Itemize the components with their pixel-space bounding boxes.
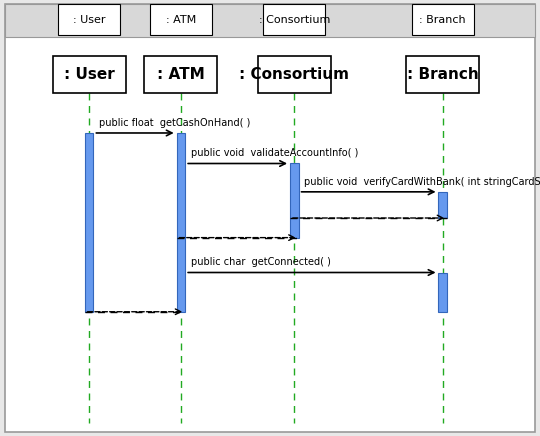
Text: : ATM: : ATM (157, 67, 205, 82)
Bar (150, 4, 212, 35)
Bar (85, 133, 93, 312)
Bar (177, 133, 185, 312)
Text: public void  verifyCardWithBank( int stringCardStrip ): public void verifyCardWithBank( int stri… (304, 177, 540, 187)
Bar (406, 56, 480, 93)
Bar (145, 56, 218, 93)
Text: : Consortium: : Consortium (239, 67, 349, 82)
Text: public void  validateAccountInfo( ): public void validateAccountInfo( ) (191, 148, 358, 158)
Text: : Branch: : Branch (407, 67, 478, 82)
Text: : Consortium: : Consortium (259, 15, 330, 24)
Bar (58, 4, 120, 35)
Text: public float  getCashOnHand( ): public float getCashOnHand( ) (99, 118, 250, 128)
Bar (290, 164, 299, 238)
Text: public char  getConnected( ): public char getConnected( ) (191, 257, 330, 267)
Bar (5, 4, 535, 37)
Bar (264, 4, 325, 35)
Text: : Branch: : Branch (420, 15, 466, 24)
Bar (438, 272, 447, 312)
Bar (53, 56, 126, 93)
Text: : User: : User (73, 15, 105, 24)
Bar (258, 56, 330, 93)
Text: : User: : User (64, 67, 114, 82)
Text: : ATM: : ATM (166, 15, 196, 24)
Bar (412, 4, 474, 35)
Bar (438, 192, 447, 218)
